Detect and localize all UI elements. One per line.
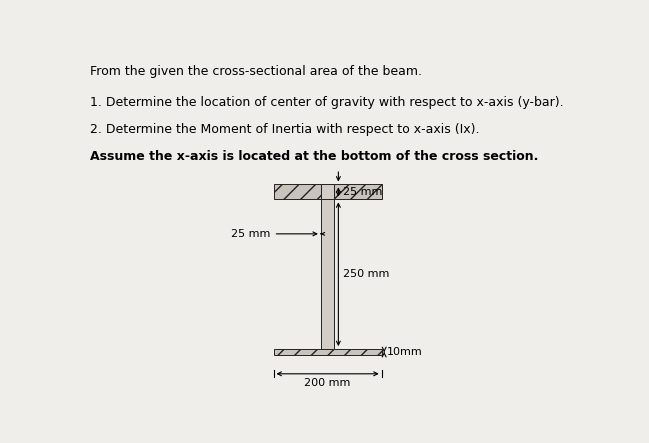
Bar: [321, 199, 334, 349]
Text: From the given the cross-sectional area of the beam.: From the given the cross-sectional area …: [90, 65, 422, 78]
Bar: [321, 184, 334, 199]
Text: 250 mm: 250 mm: [343, 269, 390, 279]
Text: 25 mm: 25 mm: [343, 187, 383, 197]
Text: 1. Determine the location of center of gravity with respect to x-axis (y-bar).: 1. Determine the location of center of g…: [90, 96, 564, 109]
Text: 2. Determine the Moment of Inertia with respect to x-axis (Ix).: 2. Determine the Moment of Inertia with …: [90, 123, 480, 136]
Text: 200 mm: 200 mm: [304, 378, 350, 388]
Text: 10mm: 10mm: [387, 347, 422, 357]
Bar: [273, 349, 382, 355]
Text: 25 mm: 25 mm: [231, 229, 271, 239]
Text: Assume the x-axis is located at the bottom of the cross section.: Assume the x-axis is located at the bott…: [90, 150, 539, 163]
Bar: [334, 184, 382, 199]
Bar: [273, 184, 321, 199]
